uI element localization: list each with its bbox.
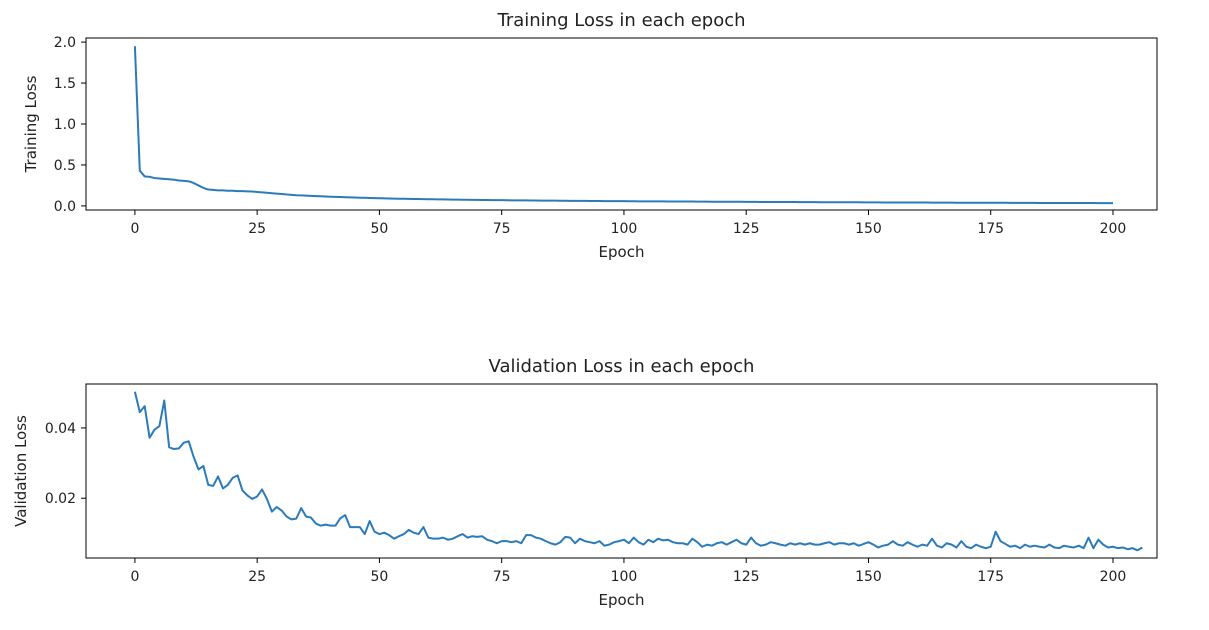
x-tick-label: 50 bbox=[371, 221, 389, 237]
x-tick-label: 100 bbox=[611, 221, 638, 237]
series-line bbox=[133, 46, 1113, 205]
x-axis-label: Epoch bbox=[599, 591, 645, 609]
x-tick-label: 50 bbox=[371, 569, 389, 585]
chart-validation-loss: 0 25 50 75 100 125 150 175 200 0.02 0.04 Validation… bbox=[12, 356, 1158, 609]
y-tick-label: 1.5 bbox=[54, 76, 76, 92]
x-tick-label: 25 bbox=[248, 221, 266, 237]
axes-frame bbox=[85, 383, 1158, 559]
x-tick-label: 175 bbox=[977, 221, 1004, 237]
x-tick-label: 200 bbox=[1100, 221, 1127, 237]
y-axis-label: Validation Loss bbox=[12, 415, 30, 527]
x-tick-label: 150 bbox=[855, 221, 882, 237]
x-tick-label: 200 bbox=[1100, 569, 1127, 585]
x-tick-label: 175 bbox=[977, 569, 1004, 585]
x-tick-label: 125 bbox=[733, 569, 760, 585]
y-tick-label: 0.02 bbox=[45, 491, 76, 507]
chart-title: Validation Loss in each epoch bbox=[489, 356, 755, 377]
y-tick-label: 2.0 bbox=[54, 35, 76, 51]
y-axis-label: Training Loss bbox=[22, 75, 40, 173]
x-tick-label: 125 bbox=[733, 221, 760, 237]
axes-frame bbox=[85, 37, 1158, 211]
x-axis-label: Epoch bbox=[599, 243, 645, 261]
x-tick-label: 0 bbox=[130, 221, 139, 237]
x-tick-label: 75 bbox=[493, 569, 511, 585]
chart-title: Training Loss in each epoch bbox=[496, 10, 745, 31]
series-line bbox=[133, 391, 1143, 552]
y-tick-label: 0.5 bbox=[54, 158, 76, 174]
x-tick-label: 75 bbox=[493, 221, 511, 237]
chart-training-loss: 0 25 50 75 100 125 150 175 200 0.0 0.5 1.0 1.5 2.0 Tra… bbox=[22, 10, 1158, 261]
x-tick-label: 0 bbox=[130, 569, 139, 585]
y-tick-label: 0.0 bbox=[54, 199, 76, 215]
y-tick-label: 1.0 bbox=[54, 117, 76, 133]
x-tick-label: 100 bbox=[611, 569, 638, 585]
x-tick-label: 25 bbox=[248, 569, 266, 585]
y-tick-label: 0.04 bbox=[45, 421, 76, 437]
x-tick-label: 150 bbox=[855, 569, 882, 585]
